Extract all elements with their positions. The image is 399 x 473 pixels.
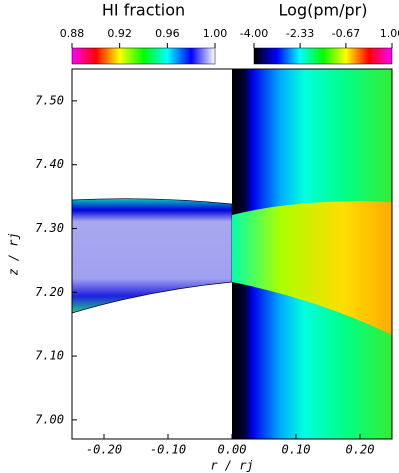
y-tick-label: 7.10 (35, 349, 64, 363)
colorbar-tick-label: 0.92 (107, 27, 132, 40)
colorbar-tick-label: 0.96 (155, 27, 180, 40)
colorbar-tick-label: 0.88 (60, 27, 85, 40)
y-tick-label: 7.20 (35, 285, 64, 299)
x-tick-label: -0.10 (150, 443, 186, 457)
x-tick-label: 0.00 (218, 443, 247, 457)
colorbar-tick-label: -4.00 (240, 27, 268, 40)
colorbar-tick-label: 1.00 (380, 27, 399, 40)
colorbar-tick-label: -2.33 (286, 27, 314, 40)
y-axis-label: z / rj (7, 232, 21, 275)
colorbar-title: HI fraction (102, 1, 185, 20)
x-tick-label: -0.20 (86, 443, 122, 457)
y-tick-label: 7.30 (35, 221, 64, 235)
colorbar-tick-label: 1.00 (203, 27, 228, 40)
colorbar (253, 47, 393, 65)
colorbar-tick-label: -0.67 (332, 27, 360, 40)
y-tick-label: 7.00 (35, 412, 64, 426)
x-axis-label: r / rj (210, 459, 253, 473)
x-tick-label: 0.20 (346, 443, 375, 457)
colorbar (71, 47, 216, 65)
x-tick-label: 0.10 (282, 443, 311, 457)
y-tick-label: 7.50 (35, 93, 64, 107)
colorbar-title: Log(pm/pr) (279, 1, 368, 20)
field (71, 69, 392, 439)
y-tick-label: 7.40 (35, 157, 64, 171)
